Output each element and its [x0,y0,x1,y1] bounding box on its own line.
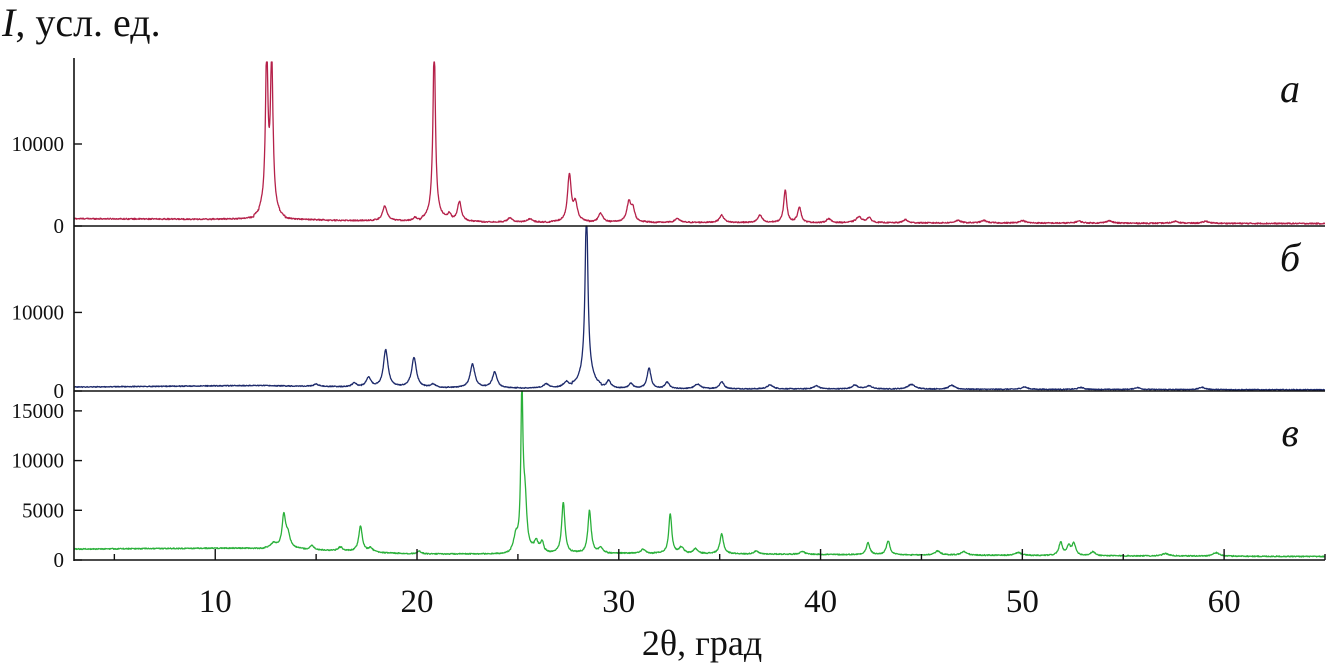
chart-text: I, усл. ед. 2θ, град 0 10000 а 0 10000 б 0 5000… [1,0,1302,663]
panel-3-y-tick-label: 15000 [12,399,65,423]
panel-1-y-tick-label: 0 [54,214,65,238]
panel-2-y-tick-label: 10000 [12,300,65,324]
panel-3-y-tick-label: 0 [54,548,65,572]
x-tick-label: 50 [1006,584,1039,620]
panel-3-y-tick-label: 5000 [22,498,64,522]
panel-3-letter: в [1281,410,1298,455]
chart-axes [73,58,1326,561]
x-tick-label: 30 [602,584,635,620]
panel-1-letter: а [1280,66,1300,111]
series-line-1 [73,61,1326,225]
panel-3-y-tick-label: 10000 [12,449,65,473]
panel-2-letter: б [1280,235,1302,280]
panel-1-y-tick-label: 10000 [12,132,65,156]
x-tick-label: 60 [1208,584,1241,620]
x-tick-label: 20 [401,584,434,620]
panel-2-y-tick-label: 0 [54,379,65,403]
x-tick-label: 10 [199,584,232,620]
y-axis-label: I, усл. ед. [1,0,161,45]
x-tick-label: 40 [804,584,837,620]
series-line-2 [73,225,1326,391]
x-axis-label: 2θ, град [642,623,762,663]
series-line-3 [73,390,1326,558]
chart-lines [73,61,1326,558]
